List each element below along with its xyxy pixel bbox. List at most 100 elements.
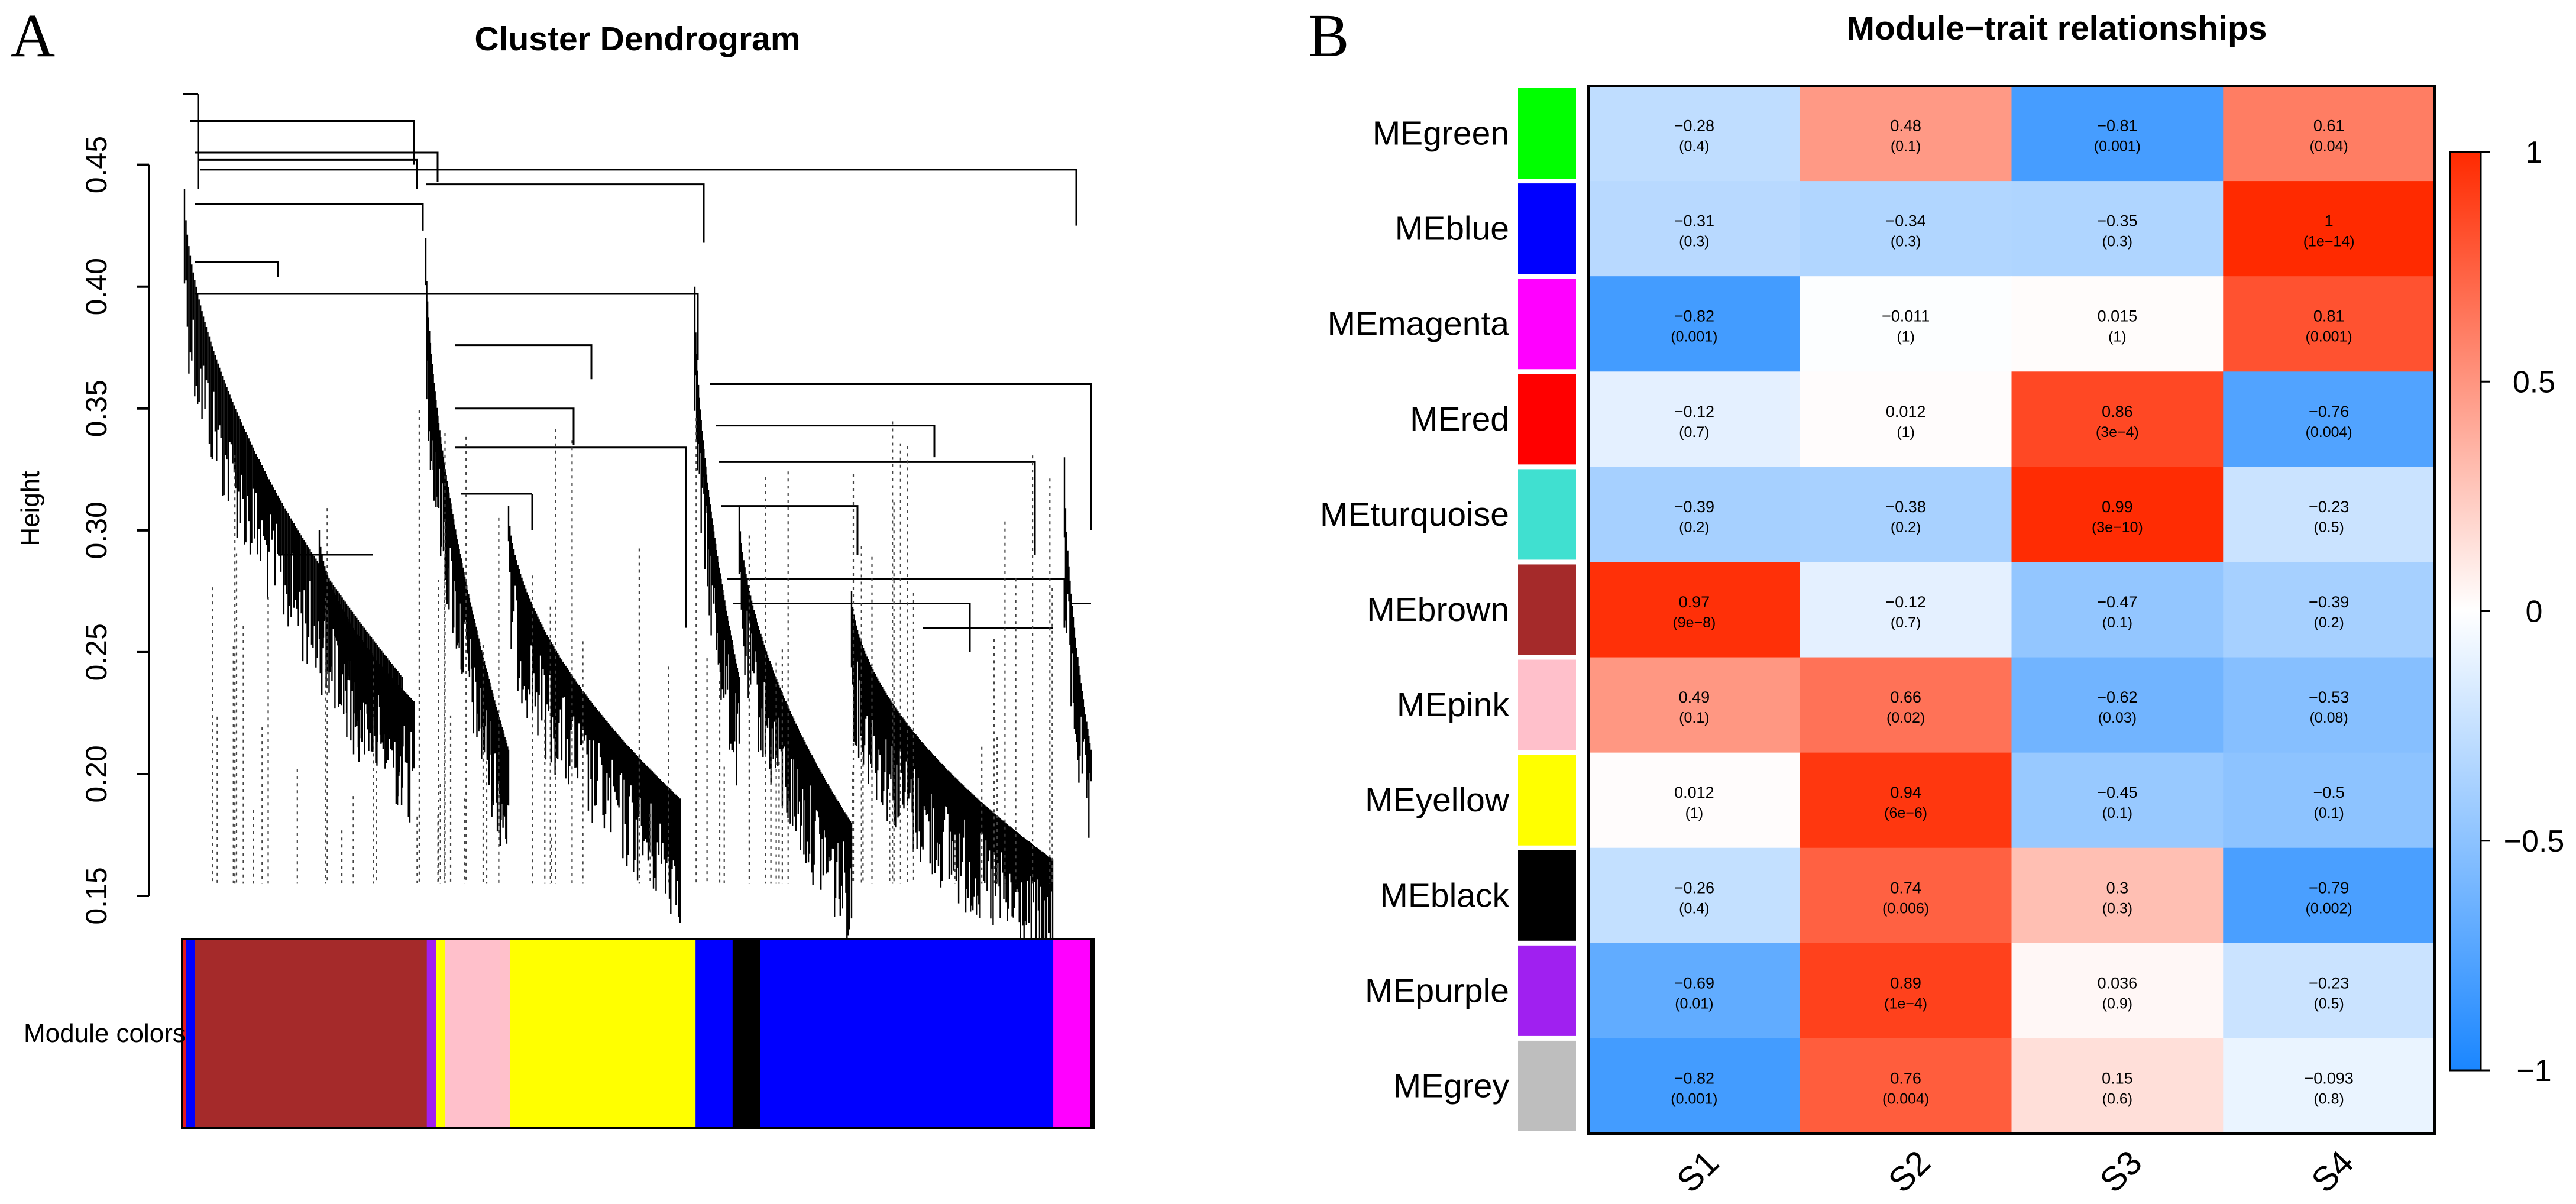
cell-correlation: −0.45: [2097, 784, 2137, 801]
cell-pvalue: (0.2): [1679, 519, 1709, 536]
row-label: MEmagenta: [1328, 305, 1510, 343]
heatmap-cell: [1800, 943, 2012, 1039]
cell-pvalue: (0.1): [1679, 710, 1709, 726]
module-color-segment: [732, 939, 761, 1128]
cell-pvalue: (0.001): [2306, 329, 2352, 345]
dendrogram-branch: [455, 407, 575, 445]
panel-a-letter: A: [11, 2, 55, 70]
row-label: MEred: [1410, 400, 1509, 438]
panel-b: B Module−trait relationships MEgreen −0.2…: [1308, 2, 2564, 1200]
heatmap-cell: [1588, 86, 1801, 182]
dendrogram-branch: [198, 158, 418, 189]
heatmap: MEgreen −0.28 (0.4) 0.48 (0.1) −0.81 (0.001) 0.…: [1320, 85, 2436, 1200]
module-colors-label: Module colors: [24, 1019, 186, 1048]
y-tick-label: 0.45: [80, 136, 113, 193]
heatmap-cell: [1588, 276, 1801, 372]
module-color-segment: [510, 939, 696, 1128]
cell-pvalue: (1): [1897, 424, 1915, 441]
dendrogram-tree: [183, 93, 1092, 973]
cell-correlation: −0.26: [1674, 879, 1714, 896]
cell-pvalue: (0.9): [2102, 995, 2132, 1012]
cell-correlation: −0.34: [1885, 212, 1925, 230]
module-color-segment: [695, 939, 733, 1128]
cell-correlation: −0.12: [1674, 403, 1714, 420]
cell-correlation: −0.39: [2309, 593, 2349, 611]
cell-correlation: −0.69: [1674, 974, 1714, 992]
cell-pvalue: (0.6): [2102, 1090, 2132, 1107]
dendrogram-branch: [195, 203, 424, 231]
module-color-segment: [436, 939, 446, 1128]
heatmap-cell: [1800, 371, 2012, 467]
cell-correlation: 0.66: [1890, 688, 1921, 706]
cell-correlation: 0.76: [1890, 1069, 1921, 1087]
heatmap-border: [1587, 85, 2436, 1135]
cell-pvalue: (0.08): [2309, 710, 2348, 726]
panel-b-letter: B: [1308, 2, 1349, 70]
cell-pvalue: (0.4): [1679, 138, 1709, 155]
dendrogram-branch: [455, 344, 593, 380]
cell-pvalue: (0.001): [2094, 138, 2141, 155]
dendrogram-branch: [183, 93, 199, 189]
heatmap-cell: [2223, 752, 2435, 849]
module-swatch: [1518, 755, 1576, 846]
cell-correlation: −0.011: [1882, 308, 1930, 325]
cell-correlation: 0.74: [1890, 879, 1921, 896]
module-swatch: [1518, 659, 1576, 750]
cell-correlation: −0.28: [1674, 117, 1714, 135]
heatmap-cell: [2223, 847, 2435, 944]
cell-correlation: −0.35: [2097, 212, 2137, 230]
row-label: MEbrown: [1367, 591, 1509, 629]
cell-pvalue: (1): [1897, 329, 1915, 345]
heatmap-cell: [1800, 276, 2012, 372]
heatmap-cell: [2223, 657, 2435, 753]
cell-pvalue: (0.001): [1671, 329, 1717, 345]
heatmap-cell: [1588, 181, 1801, 277]
heatmap-cell: [1800, 847, 2012, 944]
legend-tick-label: −1: [2516, 1054, 2551, 1088]
y-tick-label: 0.30: [80, 501, 113, 559]
cell-pvalue: (0.006): [1882, 900, 1929, 917]
cell-pvalue: (1e−14): [2303, 234, 2355, 250]
cell-pvalue: (1e−4): [1884, 995, 1927, 1012]
cell-pvalue: (0.001): [1671, 1090, 1717, 1107]
cell-correlation: 0.3: [2106, 879, 2129, 896]
module-swatch: [1518, 279, 1576, 370]
heatmap-cell: [2011, 657, 2224, 753]
cell-pvalue: (3e−10): [2092, 519, 2143, 536]
cell-pvalue: (0.1): [2102, 614, 2132, 631]
cell-correlation: −0.81: [2097, 117, 2137, 135]
cell-correlation: −0.093: [2304, 1069, 2353, 1087]
heatmap-cell: [2011, 562, 2224, 658]
row-label: MEturquoise: [1320, 496, 1509, 533]
heatmap-cell: [2011, 181, 2224, 277]
cell-pvalue: (0.1): [2313, 805, 2344, 821]
cell-pvalue: (0.1): [2102, 805, 2132, 821]
cell-correlation: 0.89: [1890, 974, 1921, 992]
cell-correlation: −0.31: [1674, 212, 1714, 230]
cell-pvalue: (0.1): [1891, 138, 1921, 155]
heatmap-cell: [2011, 467, 2224, 562]
dendrogram-branch: [727, 578, 1066, 628]
module-swatch: [1518, 945, 1576, 1036]
heatmap-cell: [1588, 467, 1801, 562]
cell-correlation: −0.62: [2097, 688, 2137, 706]
heatmap-cell: [1800, 752, 2012, 849]
cell-correlation: −0.39: [1674, 498, 1714, 516]
module-color-bar: [181, 938, 1095, 1129]
cell-correlation: 1: [2325, 212, 2334, 230]
cell-pvalue: (6e−6): [1884, 805, 1927, 821]
y-tick-label: 0.25: [80, 623, 113, 681]
cell-correlation: 0.015: [2098, 308, 2138, 325]
heatmap-cell: [2223, 276, 2435, 372]
legend-tick-label: −0.5: [2504, 824, 2565, 859]
heatmap-cell: [2011, 847, 2224, 944]
module-swatch: [1518, 564, 1576, 655]
heatmap-cell: [1800, 1038, 2012, 1134]
module-swatch: [1518, 88, 1576, 179]
heatmap-cell: [2223, 467, 2435, 562]
row-label: MEpurple: [1365, 972, 1509, 1009]
cell-correlation: 0.86: [2102, 403, 2133, 420]
heatmap-cell: [1588, 847, 1801, 944]
dendrogram-branch: [716, 425, 936, 458]
module-color-segment: [182, 939, 186, 1128]
